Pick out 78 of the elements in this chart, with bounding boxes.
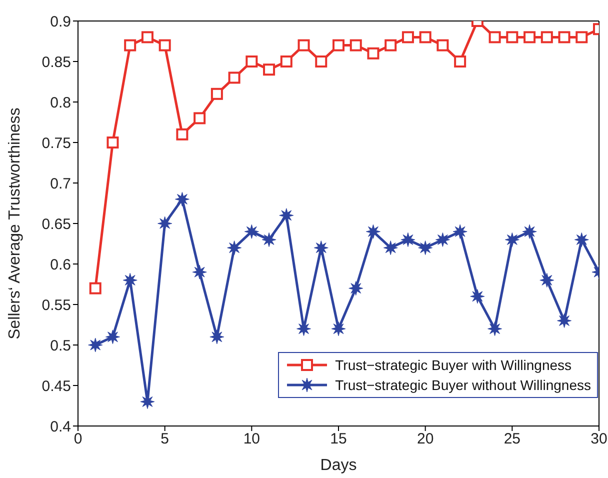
point [124,39,136,52]
y-tick-label: 0.45 [42,378,71,395]
point [227,240,242,256]
x-tick-label: 20 [416,430,434,448]
point [540,31,553,44]
point [524,31,536,44]
point [384,39,397,52]
point [419,31,432,44]
point [298,39,310,52]
point [557,313,572,328]
point [89,282,102,294]
point [263,64,276,76]
y-tick-label: 0.5 [50,337,71,354]
point [506,31,518,44]
x-tick-label: 15 [330,430,347,448]
point [106,136,119,148]
y-axis-title: Sellers‘ Average Trustworthiness [6,108,24,340]
x-tick-label: 5 [160,430,170,448]
point [540,272,554,288]
point [296,322,312,336]
point [262,232,276,247]
legend-label: Trust−strategic Buyer with Willingness [335,356,572,375]
y-tick-label: 0.55 [42,296,71,314]
point [228,72,240,84]
point [402,31,414,44]
point [470,289,485,304]
point [279,208,294,223]
point [400,232,416,247]
point [452,224,468,239]
point [192,264,207,280]
point [367,47,380,60]
point [122,272,138,288]
point [331,322,346,336]
legend-label: Trust−strategic Buyer without Willingness [335,376,591,395]
x-axis-title: Days [320,457,357,474]
point [504,232,520,247]
y-tick-label: 0.75 [42,134,71,152]
point [158,39,171,52]
point [174,192,190,206]
y-tick-label: 0.7 [50,175,71,192]
point [210,330,224,344]
point [314,240,328,256]
point [558,31,570,44]
point [488,31,501,44]
point [435,232,450,247]
point [176,128,188,140]
x-tick-label: 25 [504,430,521,448]
y-tick-label: 0.8 [50,94,71,112]
point [315,56,328,68]
point [280,56,292,68]
point [194,112,206,124]
point [576,31,588,44]
point [244,224,259,239]
point [348,281,364,296]
y-tick-label: 0.6 [50,256,71,274]
point [210,88,223,100]
point [574,232,589,247]
point [158,216,172,231]
point [366,224,380,239]
point [141,31,154,44]
y-tick-label: 0.65 [42,216,71,233]
point [418,240,433,256]
point [488,322,502,336]
y-tick-label: 0.4 [50,418,71,436]
y-tick-label: 0.9 [50,13,71,30]
x-tick-label: 0 [74,430,82,448]
point [383,240,398,256]
point [350,39,362,52]
point [454,56,466,68]
point [522,224,537,239]
point [105,330,120,344]
point [246,56,258,68]
point [332,39,344,52]
x-tick-label: 10 [243,430,260,448]
y-tick-label: 0.85 [42,54,71,71]
point [88,338,103,352]
point [436,39,449,52]
x-tick-label: 30 [590,430,608,448]
